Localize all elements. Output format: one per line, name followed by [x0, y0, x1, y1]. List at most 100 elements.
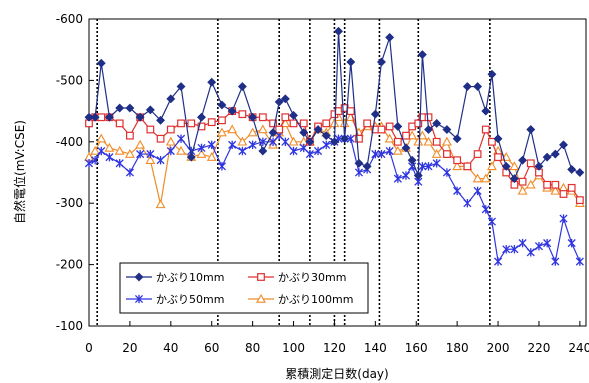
data-point: [145, 105, 155, 115]
data-point: [487, 217, 496, 226]
data-point: [217, 127, 227, 137]
data-point: [567, 183, 576, 192]
data-point: [442, 124, 452, 135]
x-tick-label: 180: [446, 341, 469, 355]
data-point: [329, 137, 339, 147]
data-point: [269, 119, 277, 128]
data-point: [559, 190, 568, 198]
data-point: [543, 238, 552, 248]
data-point: [84, 112, 94, 122]
data-point: [550, 185, 561, 195]
legend-marker: [257, 273, 265, 281]
data-point: [115, 119, 124, 128]
data-point: [176, 81, 186, 92]
data-point: [288, 110, 299, 120]
data-point: [299, 119, 308, 128]
data-point: [156, 156, 165, 165]
data-point: [534, 241, 544, 251]
data-point: [238, 110, 247, 119]
data-point: [165, 136, 176, 146]
data-point: [305, 149, 314, 159]
data-point: [227, 106, 237, 116]
data-point: [509, 161, 520, 171]
data-point: [443, 150, 451, 158]
data-point: [575, 196, 584, 205]
data-point: [280, 118, 291, 128]
data-point: [376, 57, 387, 67]
data-point: [463, 199, 472, 208]
data-point: [166, 146, 175, 156]
data-point: [274, 97, 284, 107]
data-point: [424, 162, 433, 171]
data-point: [156, 115, 166, 125]
data-point: [432, 137, 441, 146]
data-point: [473, 150, 482, 158]
x-tick-label: 200: [487, 341, 510, 355]
data-point: [518, 238, 527, 248]
y-axis: -600 -500 -400 -300 -200 -100: [56, 12, 94, 333]
data-point: [480, 173, 491, 183]
data-point: [493, 134, 503, 144]
data-point: [155, 199, 166, 209]
legend-marker: [256, 293, 266, 303]
x-tick-label: 220: [528, 341, 551, 355]
data-point: [407, 130, 418, 140]
data-point: [104, 112, 115, 122]
data-point: [125, 168, 134, 177]
legend-marker: [134, 272, 144, 282]
x-tick-label: 120: [323, 341, 346, 355]
data-point: [333, 26, 344, 36]
data-point: [417, 130, 428, 140]
x-tick-label: 100: [282, 341, 305, 355]
legend-label: かぶり10mm: [156, 271, 224, 284]
data-point: [551, 180, 560, 189]
data-point: [462, 81, 472, 92]
data-point: [510, 245, 519, 254]
data-point: [384, 133, 395, 143]
data-point: [84, 159, 94, 168]
data-point: [502, 245, 511, 254]
data-point: [543, 180, 552, 189]
data-point: [413, 136, 424, 146]
data-point: [431, 148, 442, 158]
data-point: [452, 134, 462, 144]
data-point: [481, 125, 490, 134]
x-tick-label: 80: [245, 341, 260, 355]
x-tick-label: 160: [405, 341, 428, 355]
y-tick-label: -200: [56, 258, 83, 272]
data-point: [115, 103, 125, 113]
data-point: [228, 140, 237, 150]
data-point: [217, 100, 227, 110]
data-point: [322, 140, 331, 150]
data-point: [463, 162, 472, 171]
data-point: [393, 137, 402, 146]
data-point: [135, 112, 145, 122]
legend-box: [119, 262, 369, 314]
data-point: [124, 148, 135, 158]
data-point: [423, 124, 434, 135]
series-0: [84, 26, 585, 184]
data-point: [567, 238, 576, 248]
data-point: [401, 171, 411, 180]
data-point: [313, 124, 323, 135]
data-point: [281, 137, 290, 146]
data-point: [501, 161, 511, 171]
legend-label: かぶり50mm: [156, 293, 224, 306]
data-point: [526, 124, 536, 135]
data-point: [176, 134, 186, 143]
data-point: [197, 122, 206, 131]
x-axis-title: 累積測定日数(day): [285, 366, 388, 381]
data-point: [91, 156, 100, 165]
y-tick-label: -400: [56, 135, 83, 149]
data-point: [238, 146, 247, 156]
data-point: [407, 155, 417, 165]
data-point: [481, 205, 490, 214]
data-point: [525, 179, 536, 189]
data-point: [424, 113, 433, 122]
data-point: [126, 131, 134, 140]
data-point: [197, 143, 206, 153]
data-point: [104, 142, 115, 152]
data-point: [567, 164, 577, 174]
x-tick-label: 20: [122, 341, 137, 355]
